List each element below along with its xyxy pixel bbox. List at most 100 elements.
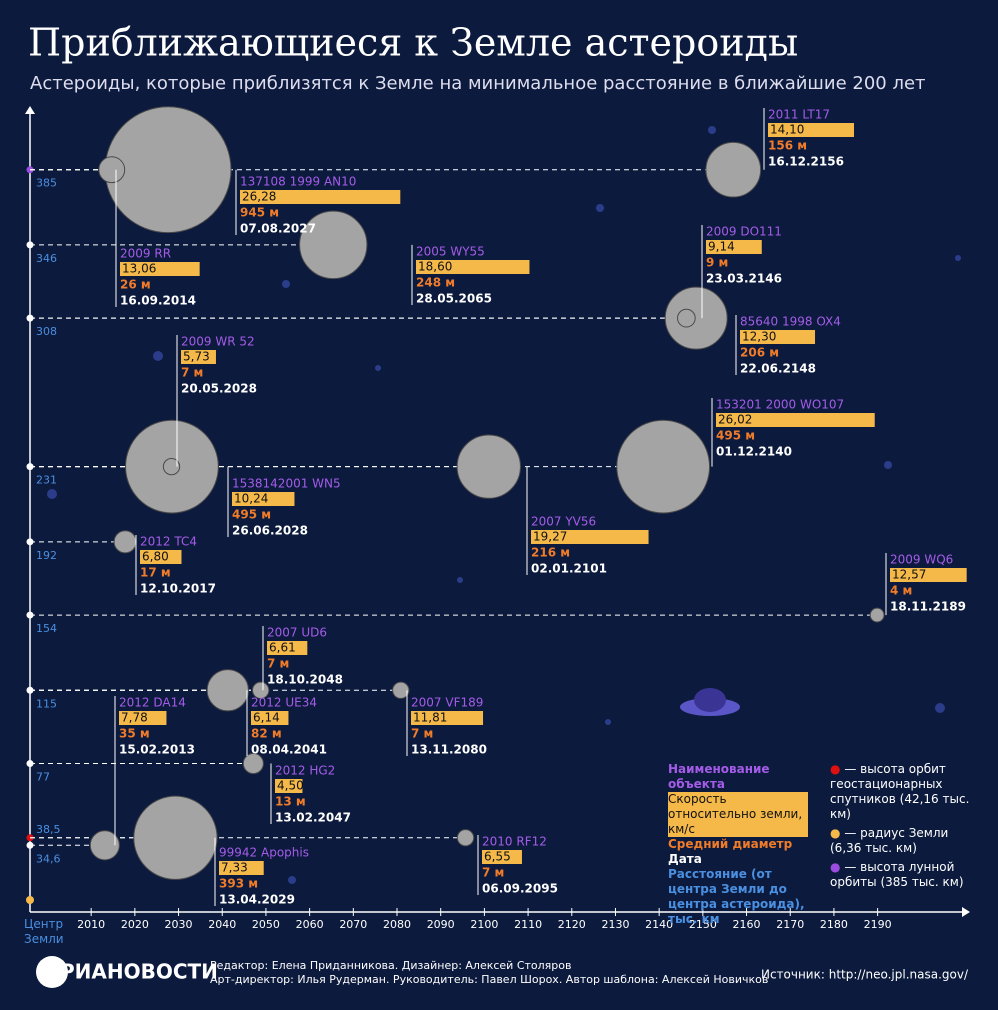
y-tick-label: 308 [36, 325, 57, 338]
y-tick-label: 231 [36, 474, 57, 487]
speed-bar [890, 568, 967, 582]
speed-bar [275, 779, 303, 793]
credits: Редактор: Елена Приданникова. Дизайнер: … [210, 959, 571, 972]
date-label: 08.04.2041 [251, 743, 327, 757]
speed-label: 9,14 [708, 240, 735, 254]
x-tick-label: 2170 [776, 918, 804, 931]
axis-arrow [25, 106, 35, 114]
size-label: 7 м [181, 366, 203, 380]
speed-label: 4,50 [277, 779, 304, 793]
asteroid [252, 681, 270, 699]
speed-label: 11,81 [413, 711, 447, 725]
source: Источник: http://neo.jpl.nasa.gov/ [761, 968, 969, 982]
asteroid-name: 2012 UE34 [251, 696, 317, 710]
asteroid [89, 830, 120, 861]
speed-label: 14,10 [770, 123, 804, 137]
asteroid-name: 2009 WQ6 [890, 553, 953, 567]
x-tick-label: 2020 [121, 918, 149, 931]
y-tick-label: 77 [36, 771, 50, 784]
date-label: 18.10.2048 [267, 673, 343, 687]
asteroid-name: 2009 RR [120, 247, 171, 261]
size-label: 495 м [716, 429, 755, 443]
date-label: 18.11.2189 [890, 600, 966, 614]
size-label: 9 м [706, 256, 728, 270]
date-label: 15.02.2013 [119, 743, 195, 757]
asteroid-name: 99942 Apophis [219, 846, 309, 860]
speed-label: 5,73 [183, 350, 210, 364]
asteroid [664, 286, 728, 350]
date-label: 12.10.2017 [140, 582, 216, 596]
speed-label: 10,24 [234, 492, 268, 506]
y-tick-label: 154 [36, 622, 57, 635]
asteroid [113, 530, 137, 554]
date-label: 13.04.2029 [219, 893, 295, 907]
speed-bar [416, 260, 530, 274]
logo: РИАНОВОСТИ [36, 956, 218, 988]
size-label: 248 м [416, 276, 455, 290]
axis-arrow [962, 907, 970, 917]
size-label: 82 м [251, 727, 282, 741]
size-label: 4 м [890, 584, 912, 598]
y-tick-label: 115 [36, 697, 57, 710]
size-label: 35 м [119, 727, 150, 741]
size-label: 156 м [768, 139, 807, 153]
origin-label: Центр Земли [24, 917, 64, 946]
x-tick-label: 2010 [77, 918, 105, 931]
date-label: 13.02.2047 [275, 811, 351, 825]
size-label: 13 м [275, 795, 306, 809]
note: — радиус Земли (6,36 тыс. км) [830, 826, 949, 855]
speed-bar [119, 711, 167, 725]
speed-label: 6,55 [484, 850, 511, 864]
speed-label: 13,06 [122, 262, 156, 276]
speed-label: 12,30 [742, 330, 776, 344]
x-tick-label: 2030 [165, 918, 193, 931]
date-label: 02.01.2101 [531, 562, 607, 576]
x-tick-label: 2050 [252, 918, 280, 931]
asteroid [206, 669, 249, 712]
asteroid [456, 434, 521, 499]
x-tick-label: 2070 [339, 918, 367, 931]
y-tick-label: 34,6 [36, 852, 61, 865]
asteroid [299, 210, 368, 280]
speed-bar [140, 550, 182, 564]
x-tick-label: 2120 [558, 918, 586, 931]
y-tick-label: 192 [36, 549, 57, 562]
asteroid [162, 457, 181, 476]
date-label: 13.11.2080 [411, 743, 487, 757]
x-tick-label: 2190 [864, 918, 892, 931]
speed-bar [482, 850, 522, 864]
y-tick-label: 346 [36, 252, 57, 265]
x-tick-label: 2140 [645, 918, 673, 931]
date-label: 22.06.2148 [740, 362, 816, 376]
asteroid [869, 607, 885, 623]
asteroid-name: 137108 1999 AN10 [240, 175, 356, 189]
speed-label: 26,28 [242, 190, 276, 204]
legend-date: Дата [668, 852, 702, 866]
size-label: 7 м [267, 657, 289, 671]
date-label: 07.08.2027 [240, 222, 316, 236]
speed-bar [411, 711, 484, 725]
asteroid-name: 2012 DA14 [119, 696, 186, 710]
legend-size: Средний диаметр [668, 837, 793, 851]
speed-label: 12,57 [892, 568, 926, 582]
size-label: 393 м [219, 877, 258, 891]
speed-label: 26,02 [718, 413, 752, 427]
speed-bar [768, 123, 855, 137]
asteroid [133, 795, 218, 880]
title: Приближающиеся к Земле астероиды [28, 21, 798, 65]
asteroid [242, 753, 264, 775]
notes: ● — высота орбит геостационарных спутник… [830, 762, 970, 889]
asteroid [705, 141, 762, 198]
x-tick-label: 2090 [427, 918, 455, 931]
asteroid-name: 2012 HG2 [275, 764, 335, 778]
legend-name: Наименование объекта [668, 762, 770, 791]
date-label: 26.06.2028 [232, 524, 308, 538]
size-label: 7 м [411, 727, 433, 741]
speed-label: 7,78 [121, 711, 148, 725]
size-label: 495 м [232, 508, 271, 522]
legend: Наименование объекта Скорость относитель… [668, 762, 818, 927]
asteroid [456, 829, 475, 847]
size-label: 945 м [240, 206, 279, 220]
note: — высота лунной орбиты (385 тыс. км) [830, 860, 964, 889]
